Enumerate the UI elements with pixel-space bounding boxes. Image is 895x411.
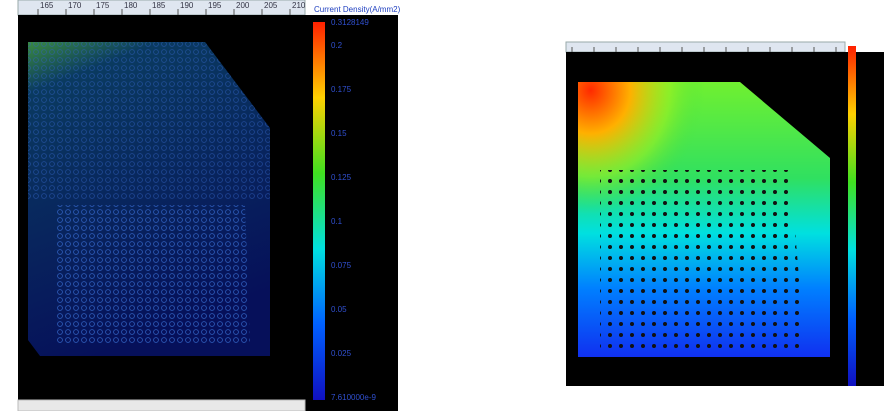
ruler-label: 195 [208, 1, 222, 10]
ruler-label: 190 [180, 1, 194, 10]
legend-label: 0.025 [331, 349, 352, 358]
legend-title: Current Density(A/mm2) [314, 5, 401, 14]
legend-label: 7.610000e-9 [331, 393, 376, 402]
canvas: Current Density(A/mm2) 165 170 175 180 185 19… [0, 0, 895, 411]
ruler [566, 42, 845, 52]
ruler-label: 170 [68, 1, 82, 10]
ruler-label: 165 [40, 1, 54, 10]
legend-label: 0.05 [331, 305, 347, 314]
via-array [55, 205, 250, 345]
legend-label: 0.1 [331, 217, 343, 226]
legend-label: 0.075 [331, 261, 352, 270]
legend-label: 0.2 [331, 41, 343, 50]
ruler-label: 205 [264, 1, 278, 10]
ruler-label: 185 [152, 1, 166, 10]
ruler-label: 210 [292, 1, 306, 10]
via-holes [600, 170, 805, 350]
color-bar [313, 22, 325, 400]
scrollbar[interactable] [18, 400, 305, 411]
legend-label: 0.175 [331, 85, 352, 94]
color-bar [848, 46, 856, 386]
legend-label: 0.15 [331, 129, 347, 138]
legend-label: 0.125 [331, 173, 352, 182]
ruler-label: 200 [236, 1, 250, 10]
ruler-label: 180 [124, 1, 138, 10]
screenshot: Current Density(A/mm2) 165 170 175 180 185 19… [0, 0, 895, 411]
ruler-label: 175 [96, 1, 110, 10]
legend-label: 0.3128149 [331, 18, 369, 27]
